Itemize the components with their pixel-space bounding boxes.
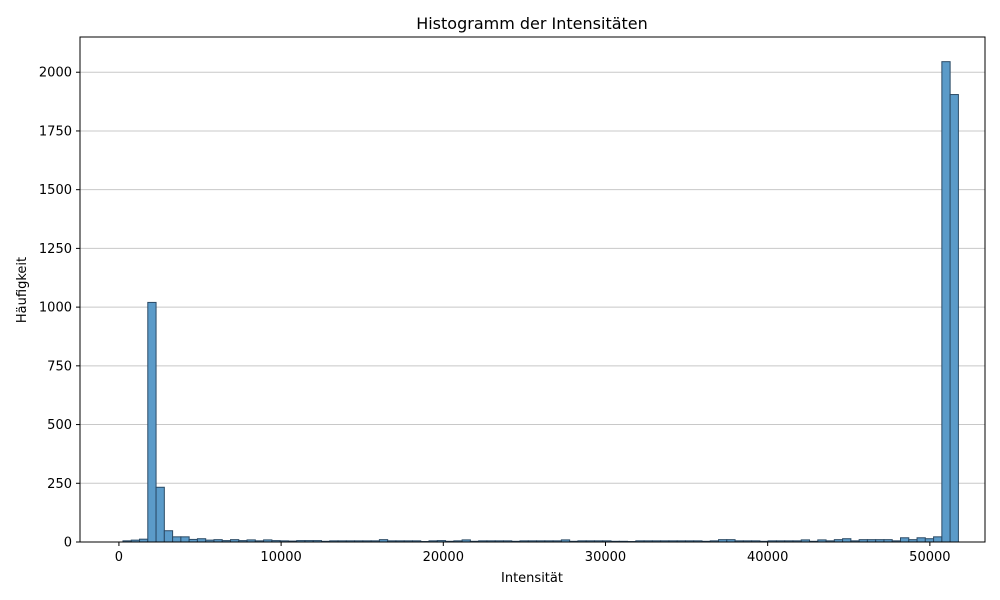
y-tick-label: 0 <box>64 536 72 551</box>
x-tick-label: 20000 <box>423 550 464 565</box>
y-tick-label: 250 <box>47 477 72 492</box>
y-tick-label: 1500 <box>39 183 72 198</box>
x-tick-label: 10000 <box>260 550 301 565</box>
histogram-bar <box>180 536 190 543</box>
histogram-bar <box>933 536 943 543</box>
y-tick-label: 1750 <box>39 124 72 139</box>
x-axis-label: Intensität <box>501 571 563 586</box>
histogram-bar <box>155 486 165 543</box>
y-tick-label: 750 <box>47 359 72 374</box>
histogram-bar <box>916 537 926 543</box>
y-axis-label: Häufigkeit <box>15 257 30 323</box>
histogram-bar <box>163 530 174 543</box>
histogram-bar <box>949 94 959 543</box>
x-axis-ticks: 0 10000 20000 30000 40000 50000 <box>115 542 951 565</box>
x-tick-label: 30000 <box>585 550 626 565</box>
y-tick-label: 2000 <box>39 66 72 81</box>
y-tick-label: 500 <box>47 418 72 433</box>
histogram-bar <box>900 537 910 543</box>
chart-title: Histogramm der Intensitäten <box>416 14 648 33</box>
histogram-bar <box>147 301 157 543</box>
x-tick-label: 50000 <box>909 550 950 565</box>
histogram-bar <box>172 536 182 543</box>
x-tick-label: 40000 <box>747 550 788 565</box>
x-tick-label: 0 <box>115 550 123 565</box>
y-tick-label: 1250 <box>39 242 72 257</box>
y-tick-label: 1000 <box>39 301 72 316</box>
y-axis-ticks: 0 250 500 750 1000 1250 1500 1750 2000 <box>39 66 80 551</box>
histogram-bar <box>941 61 951 543</box>
plot-frame <box>79 36 986 543</box>
